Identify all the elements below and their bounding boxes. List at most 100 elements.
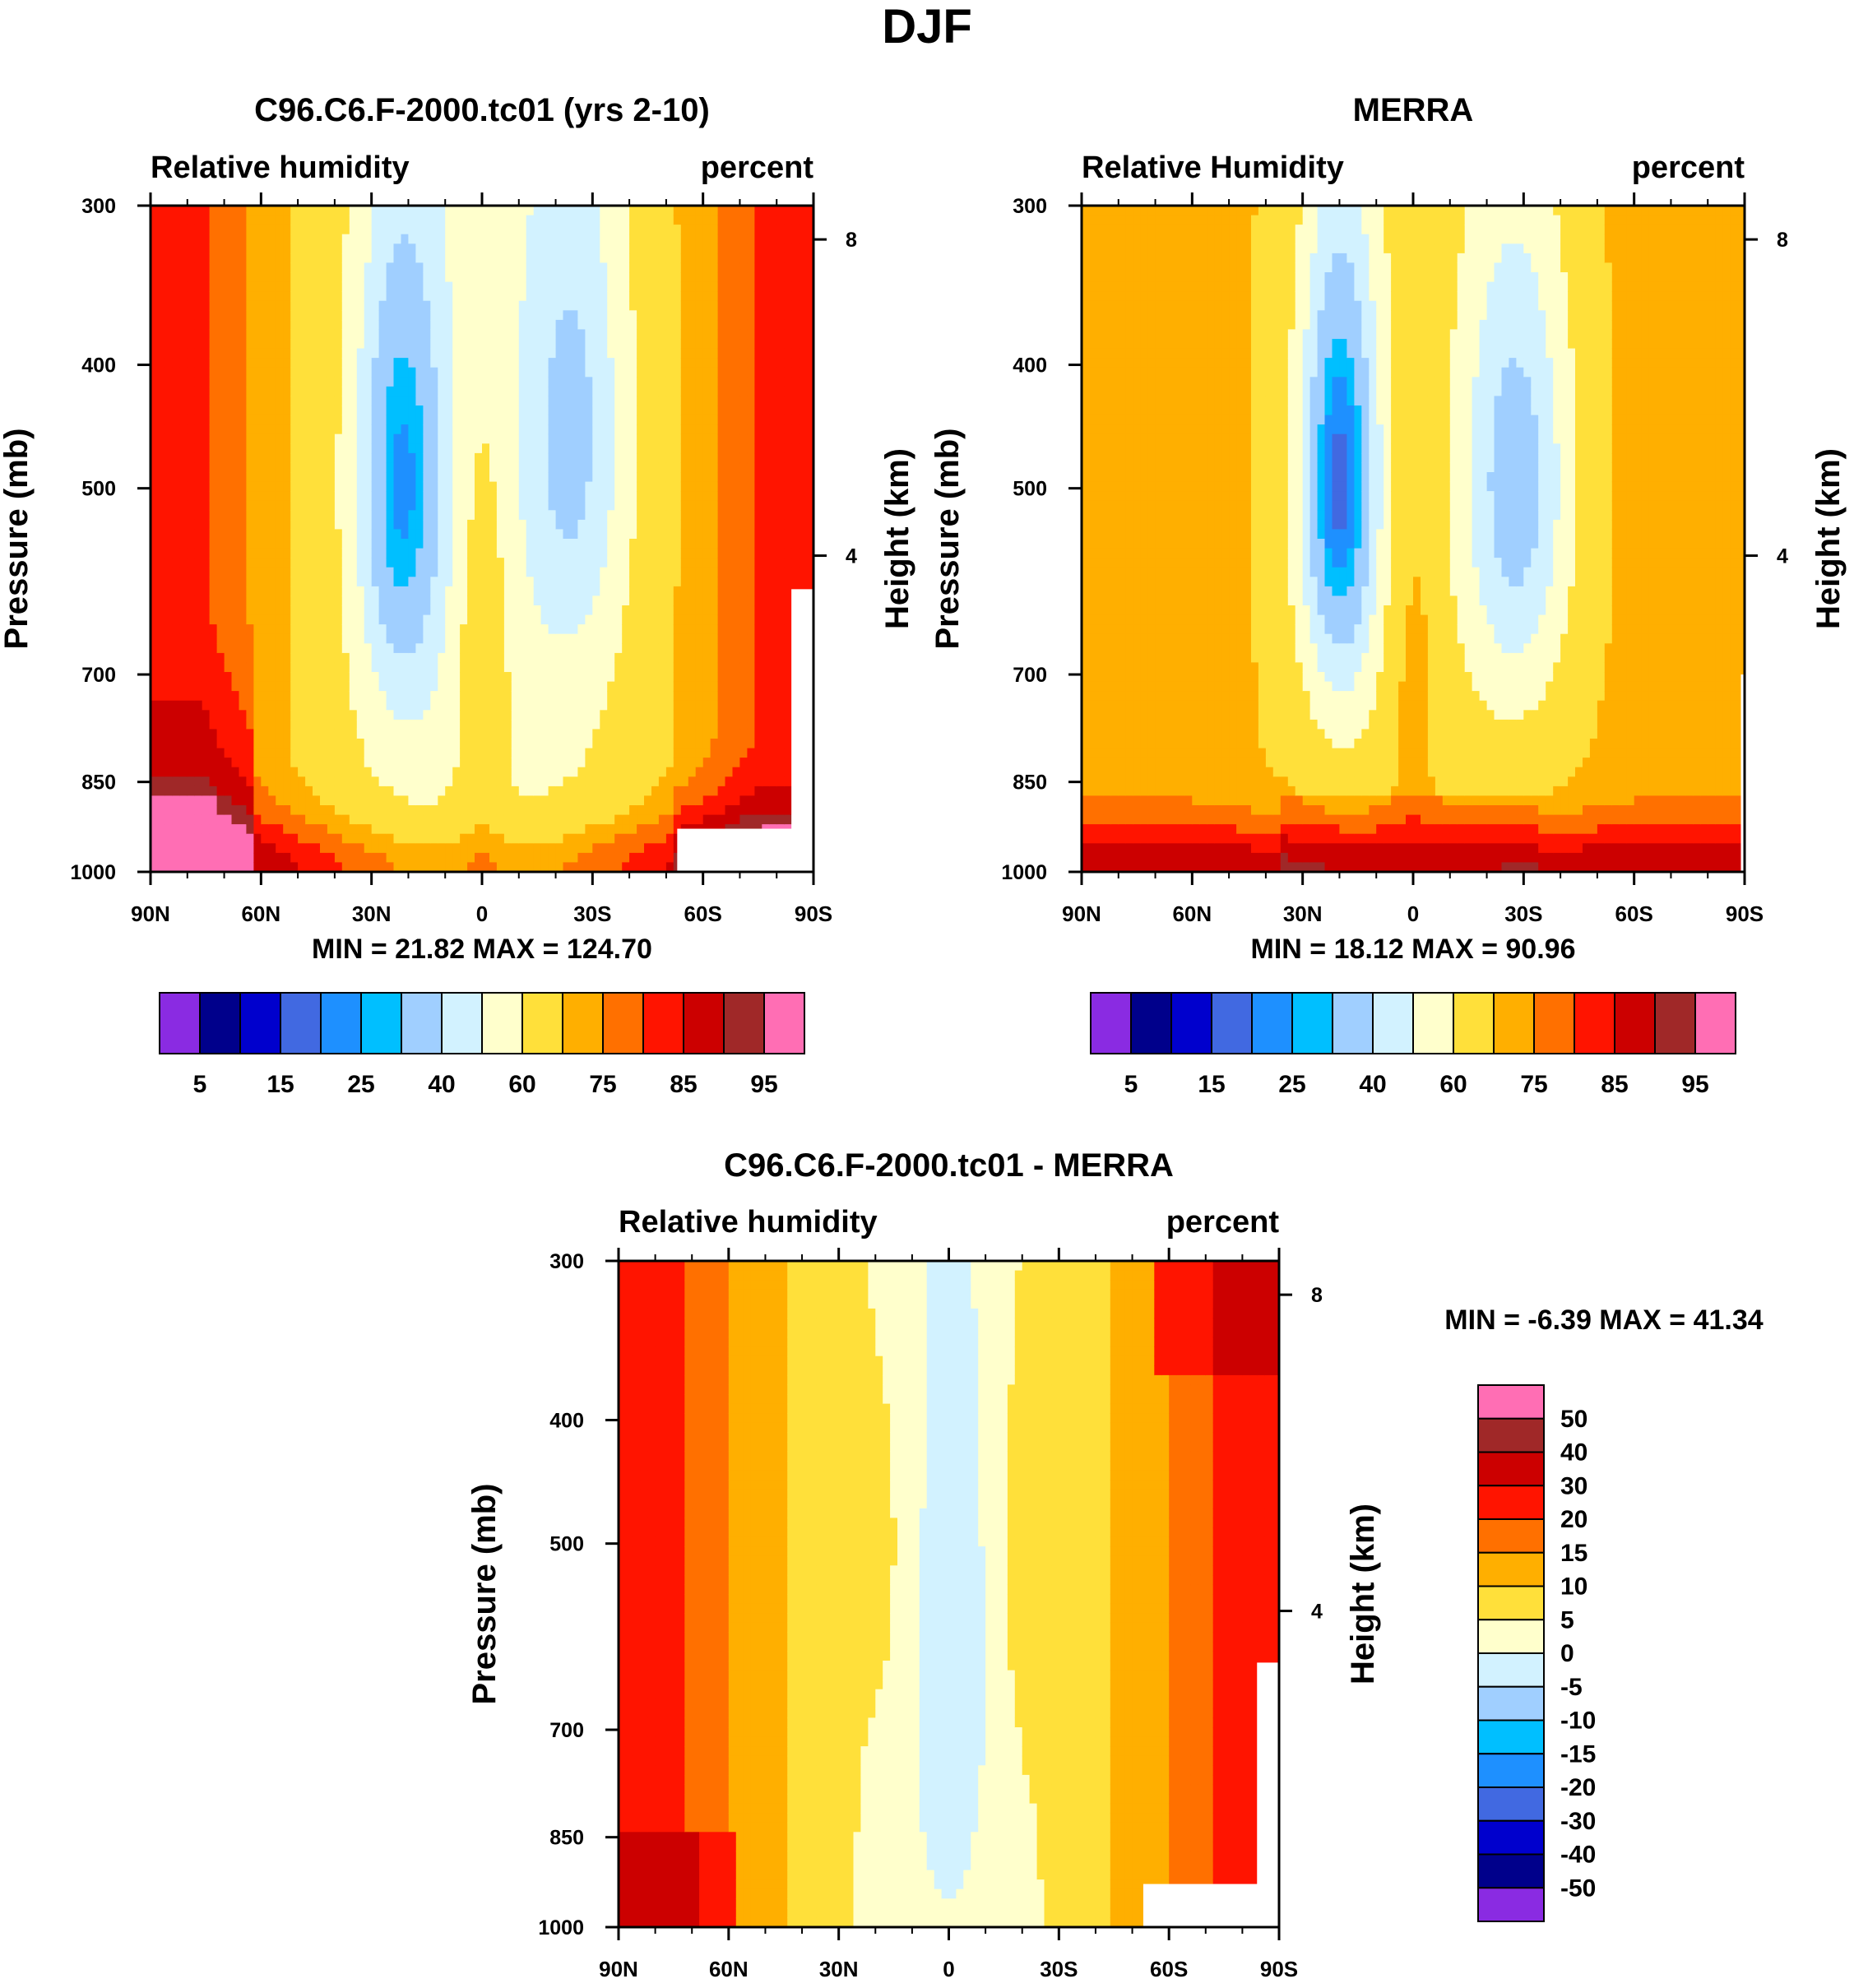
contour-cell xyxy=(350,243,358,253)
contour-cell xyxy=(268,262,276,272)
contour-cell xyxy=(556,577,564,586)
contour-cell xyxy=(541,843,549,853)
contour-cell xyxy=(320,243,328,253)
contour-cell xyxy=(394,758,402,767)
contour-cell xyxy=(253,529,262,539)
contour-cell xyxy=(210,577,218,586)
contour-cell xyxy=(364,282,373,292)
contour-cell xyxy=(512,748,520,758)
contour-cell xyxy=(298,624,306,634)
contour-cell xyxy=(526,358,535,368)
contour-cell xyxy=(549,720,557,730)
contour-cell xyxy=(305,662,313,672)
contour-cell xyxy=(253,662,262,672)
contour-cell xyxy=(350,443,358,453)
contour-cell xyxy=(644,262,652,272)
contour-cell xyxy=(394,215,402,225)
contour-cell xyxy=(607,291,615,301)
contour-cell xyxy=(268,320,276,330)
contour-cell xyxy=(225,710,233,720)
contour-cell xyxy=(415,595,424,605)
contour-cell xyxy=(622,662,630,672)
contour-cell xyxy=(445,577,453,586)
contour-cell xyxy=(387,758,395,767)
contour-cell xyxy=(305,472,313,482)
contour-cell xyxy=(585,824,593,834)
contour-cell xyxy=(364,710,373,720)
contour-cell xyxy=(180,853,188,863)
contour-cell xyxy=(372,415,380,425)
contour-cell xyxy=(165,234,174,244)
contour-cell xyxy=(357,634,365,644)
contour-cell xyxy=(357,643,365,653)
contour-cell xyxy=(467,510,475,520)
contour-cell xyxy=(482,358,490,368)
contour-cell xyxy=(577,710,586,720)
contour-cell xyxy=(158,624,166,634)
contour-cell xyxy=(283,215,291,225)
contour-cell xyxy=(497,824,505,834)
contour-cell xyxy=(217,262,225,272)
contour-cell xyxy=(489,243,498,253)
contour-cell xyxy=(276,234,284,244)
contour-cell xyxy=(268,387,276,396)
contour-cell xyxy=(504,310,512,320)
contour-cell xyxy=(290,396,299,405)
contour-cell xyxy=(452,634,461,644)
contour-cell xyxy=(408,795,416,805)
contour-cell xyxy=(327,824,336,834)
contour-cell xyxy=(563,691,572,701)
contour-cell xyxy=(563,729,572,739)
contour-cell xyxy=(659,453,667,463)
contour-cell xyxy=(549,539,557,549)
contour-cell xyxy=(158,643,166,653)
contour-cell xyxy=(320,291,328,301)
contour-cell xyxy=(180,272,188,282)
contour-cell xyxy=(335,310,343,320)
contour-cell xyxy=(217,443,225,453)
contour-cell xyxy=(173,834,181,844)
contour-cell xyxy=(313,672,321,682)
contour-cell xyxy=(180,206,188,215)
contour-cell xyxy=(290,339,299,349)
contour-cell xyxy=(202,843,211,853)
contour-cell xyxy=(232,643,240,653)
contour-cell xyxy=(225,595,233,605)
contour-cell xyxy=(556,349,564,359)
contour-cell xyxy=(415,643,424,653)
contour-cell xyxy=(188,529,196,539)
contour-cell xyxy=(592,434,600,444)
contour-cell xyxy=(614,624,623,634)
contour-cell xyxy=(165,834,174,844)
contour-cell xyxy=(585,491,593,501)
contour-cell xyxy=(504,291,512,301)
contour-cell xyxy=(232,634,240,644)
contour-cell xyxy=(158,748,166,758)
contour-cell xyxy=(357,739,365,748)
contour-cell xyxy=(239,710,248,720)
contour-cell xyxy=(165,634,174,644)
contour-cell xyxy=(217,368,225,378)
contour-cell xyxy=(268,368,276,378)
contour-cell xyxy=(512,834,520,844)
contour-cell xyxy=(651,701,660,711)
contour-cell xyxy=(629,310,637,320)
contour-cell xyxy=(438,358,446,368)
contour-cell xyxy=(556,691,564,701)
contour-cell xyxy=(637,843,645,853)
contour-cell xyxy=(482,824,490,834)
contour-cell xyxy=(430,595,438,605)
contour-cell xyxy=(290,843,299,853)
contour-cell xyxy=(489,758,498,767)
contour-cell xyxy=(592,462,600,472)
contour-cell xyxy=(320,234,328,244)
contour-cell xyxy=(387,834,395,844)
contour-cell xyxy=(445,767,453,777)
contour-cell xyxy=(651,710,660,720)
contour-cell xyxy=(327,377,336,387)
contour-cell xyxy=(283,739,291,748)
contour-cell xyxy=(438,310,446,320)
contour-cell xyxy=(541,805,549,815)
contour-cell xyxy=(350,453,358,463)
contour-cell xyxy=(512,558,520,568)
